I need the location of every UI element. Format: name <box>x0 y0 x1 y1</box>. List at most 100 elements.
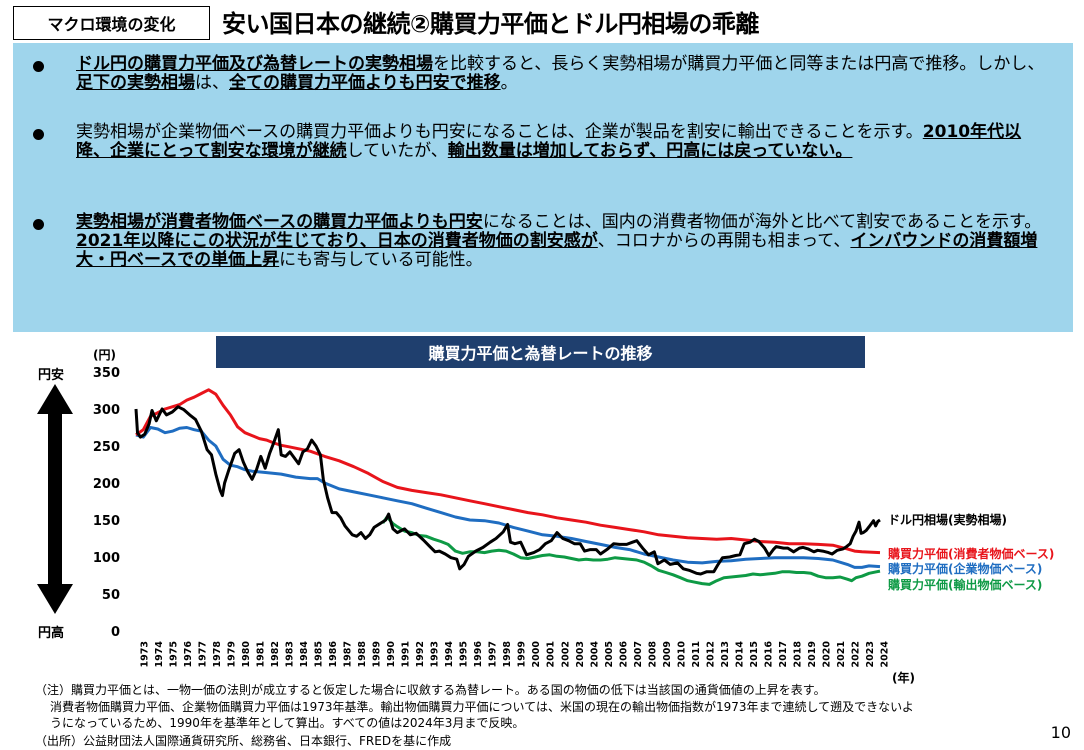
y-axis-unit: (円) <box>93 348 116 362</box>
legend-label: 購買力平価(輸出物価ベース) <box>887 577 1042 592</box>
section-tag: マクロ環境の変化 <box>13 6 210 40</box>
legend-label: ドル円相場(実勢相場) <box>888 512 1007 527</box>
x-tick-label: 2019 <box>807 641 818 667</box>
bullet-emphasis: 2010年代以降、企業にとって割安な環境が継続 <box>76 122 1022 161</box>
x-tick-label: 2005 <box>604 641 615 667</box>
bullet-text: ドル円の購買力平価及び為替レートの実勢相場を比較すると、長らく実勢相場が購買力平… <box>76 55 1053 93</box>
legend-label: 購買力平価(企業物価ベース) <box>887 561 1042 576</box>
x-tick-label: 1982 <box>270 641 281 667</box>
x-tick-label: 2006 <box>618 641 629 668</box>
x-tick-label: 1983 <box>284 641 295 667</box>
x-tick-label: 2014 <box>734 641 745 668</box>
x-tick-label: 1995 <box>459 641 470 667</box>
y-tick-label: 250 <box>93 440 120 455</box>
x-tick-label: 2011 <box>691 641 702 667</box>
x-tick-label: 1975 <box>168 641 179 667</box>
x-tick-label: 1987 <box>342 641 353 667</box>
bullet-emphasis: 輸出数量は増加しておらず、円高には戻っていない。 <box>447 141 853 161</box>
x-tick-label: 1988 <box>357 641 368 668</box>
bullet-emphasis: 2021年以降にこの状況が生じており、日本の消費者物価の割安感が <box>76 231 598 251</box>
x-tick-label: 2008 <box>647 641 658 668</box>
bullet-segment: を比較すると、長らく実勢相場が購買力平価と同等または円高で推移。しかし、 <box>433 54 1045 74</box>
bullet-dot-icon <box>33 61 44 72</box>
bullet-3: 実勢相場が消費者物価ベースの購買力平価よりも円安になることは、国内の消費者物価が… <box>33 213 1053 270</box>
x-tick-label: 1979 <box>226 641 237 667</box>
bullet-segment: にも寄与している可能性。 <box>279 250 483 270</box>
x-tick-label: 2007 <box>633 641 644 667</box>
x-tick-label: 1981 <box>255 641 266 667</box>
page-title: 安い国日本の継続②購買力平価とドル円相場の乖離 <box>222 10 759 38</box>
x-tick-label: 1986 <box>328 641 339 668</box>
x-tick-label: 1989 <box>372 641 383 667</box>
x-tick-label: 1999 <box>517 641 528 667</box>
x-tick-label: 1978 <box>212 641 223 668</box>
y-tick-label: 0 <box>111 625 120 640</box>
x-tick-label: 2000 <box>531 641 542 668</box>
series-line <box>381 515 881 586</box>
x-tick-label: 2012 <box>705 641 716 667</box>
note-line-1: （注）購買力平価とは、一物一価の法則が成立すると仮定した場合に収斂する為替レート… <box>35 683 826 697</box>
bullet-dot-icon <box>33 129 44 140</box>
source-line: （出所）公益財団法人国際通貨研究所、総務省、日本銀行、FREDを基に作成 <box>35 734 452 748</box>
x-tick-label: 2021 <box>836 641 847 667</box>
series-line <box>135 426 881 569</box>
bullet-segment: 実勢相場が企業物価ベースの購買力平価よりも円安になることは、企業が製品を割安に輸… <box>76 122 923 142</box>
bullet-text: 実勢相場が企業物価ベースの購買力平価よりも円安になることは、企業が製品を割安に輸… <box>76 123 1053 161</box>
bullet-2: 実勢相場が企業物価ベースの購買力平価よりも円安になることは、企業が製品を割安に輸… <box>33 123 1053 161</box>
note-line-2: 消費者物価購買力平価、企業物価購買力平価は1973年基準。輸出物価購買力平価につ… <box>50 700 914 714</box>
x-tick-label: 2018 <box>793 641 804 668</box>
bullet-emphasis: ドル円の購買力平価及び為替レートの実勢相場 <box>76 54 433 74</box>
x-tick-label: 1996 <box>473 641 484 668</box>
x-tick-label: 2015 <box>749 641 760 667</box>
y-tick-label: 150 <box>93 514 120 529</box>
x-tick-label: 1993 <box>430 641 441 667</box>
chart-title: 購買力平価と為替レートの推移 <box>216 336 865 368</box>
x-tick-label: 1998 <box>502 641 513 668</box>
x-tick-label: 2009 <box>662 641 673 667</box>
x-tick-label: 1980 <box>241 641 252 668</box>
series-line <box>135 388 881 555</box>
x-tick-label: 1994 <box>444 641 455 668</box>
bullet-dot-icon <box>33 219 44 230</box>
x-tick-label: 2024 <box>880 641 891 668</box>
page-number: 10 <box>1050 723 1071 742</box>
bullet-segment: は、 <box>195 73 229 93</box>
x-tick-label: 1984 <box>299 641 310 668</box>
bullet-emphasis: 実勢相場が消費者物価ベースの購買力平価よりも円安 <box>76 212 483 232</box>
x-tick-label: 2002 <box>560 641 571 667</box>
yen-weak-label: 円安 <box>38 368 65 383</box>
x-tick-label: 2020 <box>822 641 833 668</box>
x-tick-label: 2023 <box>865 641 876 667</box>
bullet-segment: していたが、 <box>346 141 448 161</box>
bullet-segment: になることは、国内の消費者物価が海外と比べて割安であることを示す。 <box>482 212 1042 232</box>
x-tick-label: 1985 <box>313 641 324 667</box>
series-line <box>134 405 881 576</box>
bullet-segment: 、コロナからの再開も相まって、 <box>597 231 851 251</box>
x-tick-label: 2017 <box>778 641 789 667</box>
x-tick-label: 2004 <box>589 641 600 668</box>
y-tick-label: 350 <box>93 366 120 381</box>
x-tick-label: 2001 <box>546 641 557 667</box>
bullet-segment: 。 <box>500 73 518 93</box>
x-tick-label: 1974 <box>154 641 165 668</box>
x-tick-label: 1977 <box>197 641 208 667</box>
x-tick-label: 2003 <box>575 641 586 667</box>
x-tick-label: 2016 <box>763 641 774 668</box>
x-tick-label: 1973 <box>139 641 150 667</box>
yen-strong-label: 円高 <box>38 626 65 641</box>
bullet-emphasis: 足下の実勢相場 <box>76 73 195 93</box>
bullet-1: ドル円の購買力平価及び為替レートの実勢相場を比較すると、長らく実勢相場が購買力平… <box>33 55 1053 93</box>
y-tick-label: 200 <box>93 477 120 492</box>
legend-label: 購買力平価(消費者物価ベース) <box>887 546 1054 561</box>
x-tick-label: 1992 <box>415 641 426 667</box>
double-arrow-icon <box>37 384 73 614</box>
bullet-emphasis: 全ての購買力平価よりも円安で推移 <box>229 73 501 93</box>
x-tick-label: 2013 <box>720 641 731 667</box>
y-tick-label: 300 <box>93 403 120 418</box>
x-tick-label: 2010 <box>676 641 687 668</box>
bullet-text: 実勢相場が消費者物価ベースの購買力平価よりも円安になることは、国内の消費者物価が… <box>76 213 1053 270</box>
x-tick-label: 1991 <box>401 641 412 667</box>
y-tick-label: 100 <box>93 551 120 566</box>
note-line-3: うになっているため、1990年を基準年として算出。すべての値は2024年3月まで… <box>50 716 525 730</box>
